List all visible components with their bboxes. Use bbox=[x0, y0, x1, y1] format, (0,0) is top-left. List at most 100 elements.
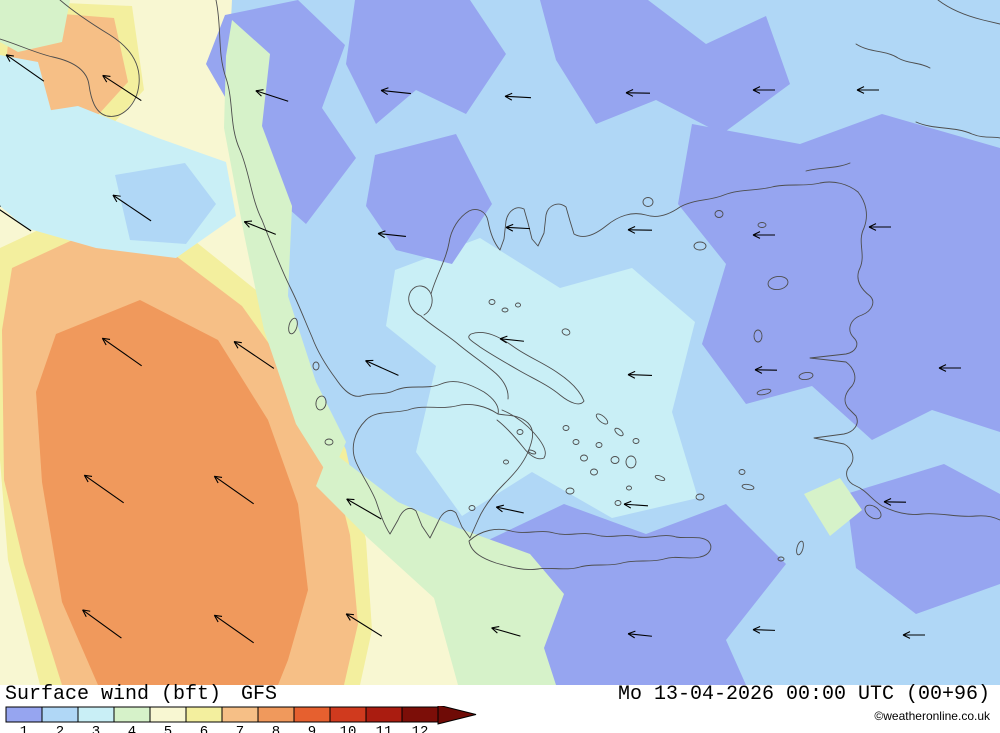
island bbox=[468, 505, 476, 511]
wind-arrow bbox=[627, 370, 653, 379]
wind-arrow bbox=[213, 475, 254, 505]
wind-region-bft1 bbox=[366, 134, 492, 264]
wind-arrow bbox=[346, 498, 382, 520]
island bbox=[572, 439, 580, 445]
legend-segment-bft4 bbox=[113, 706, 151, 723]
island bbox=[488, 299, 496, 305]
coast-balkan-west-greece bbox=[215, 0, 499, 415]
island bbox=[501, 307, 509, 313]
island bbox=[625, 455, 637, 469]
legend-tick-3: 3 bbox=[92, 724, 100, 733]
coast-north-aegean bbox=[430, 181, 859, 295]
island bbox=[654, 475, 666, 481]
coast-black-sea bbox=[937, 0, 1000, 25]
island bbox=[714, 210, 724, 218]
coast-boeotia bbox=[420, 315, 509, 400]
legend-tick-7: 7 bbox=[236, 724, 244, 733]
island bbox=[324, 438, 334, 446]
map-title: Surface wind (bft) bbox=[5, 683, 222, 706]
wind-arrow bbox=[623, 500, 649, 509]
island bbox=[561, 328, 571, 336]
island bbox=[753, 329, 763, 343]
wind-region-bft3 bbox=[386, 238, 698, 518]
legend-segment-bft1 bbox=[5, 706, 43, 723]
wind-arrow bbox=[752, 625, 776, 634]
islands bbox=[288, 197, 882, 562]
island bbox=[614, 427, 624, 437]
wind-region-bft4 bbox=[804, 478, 862, 536]
wind-arrow bbox=[101, 337, 142, 367]
footer-title: Surface wind (bft) GFS bbox=[5, 685, 277, 705]
map-datetime: Mo 13-04-2026 00:00 UTC (00+96) bbox=[617, 683, 990, 706]
island bbox=[642, 197, 654, 207]
legend-tick-10: 10 bbox=[340, 724, 357, 733]
wind-arrow bbox=[213, 614, 254, 644]
wind-region-bft4 bbox=[316, 450, 564, 685]
wind-arrow bbox=[380, 87, 411, 96]
wind-arrow bbox=[102, 74, 142, 101]
footer-top: Surface wind (bft) GFS Mo 13-04-2026 00:… bbox=[0, 685, 1000, 705]
wind-arrow bbox=[625, 89, 651, 97]
legend-segment-bft8 bbox=[257, 706, 295, 723]
island bbox=[590, 468, 598, 476]
coast-euboea bbox=[468, 332, 585, 405]
footer-bottom: 1 2 3 4 5 6 7 8 9 10 11 12 ©weatheronline.co.uk bbox=[0, 706, 1000, 733]
island bbox=[757, 222, 767, 228]
footer: Surface wind (bft) GFS Mo 13-04-2026 00:… bbox=[0, 685, 1000, 733]
legend-tick-9: 9 bbox=[308, 724, 316, 733]
coast-turkey-west bbox=[809, 191, 1000, 521]
wind-arrow bbox=[377, 230, 406, 239]
legend-tick-1: 1 bbox=[20, 724, 28, 733]
island bbox=[312, 361, 320, 371]
wind-arrow bbox=[243, 220, 276, 235]
legend-segment-bft10 bbox=[329, 706, 367, 723]
legend-segment-bft12 bbox=[401, 706, 439, 723]
wind-arrow bbox=[82, 609, 122, 639]
island bbox=[798, 371, 814, 381]
island bbox=[610, 456, 620, 464]
island bbox=[756, 388, 772, 396]
wind-arrow bbox=[505, 223, 531, 232]
legend-segment-bft11 bbox=[365, 706, 403, 723]
island bbox=[580, 454, 588, 462]
wind-arrow bbox=[345, 613, 383, 637]
island bbox=[614, 500, 622, 506]
coast-marmara bbox=[855, 43, 931, 69]
island bbox=[695, 493, 705, 501]
wind-arrow bbox=[856, 86, 879, 94]
island bbox=[767, 275, 789, 291]
coast-pagasetic-gulf bbox=[408, 285, 433, 317]
map-area bbox=[0, 0, 1000, 685]
wind-arrow bbox=[883, 498, 907, 506]
island bbox=[515, 302, 521, 308]
legend-segment-bft6 bbox=[185, 706, 223, 723]
coast-italy bbox=[0, 0, 140, 117]
legend-tick-11: 11 bbox=[376, 724, 393, 733]
island bbox=[632, 438, 640, 444]
wind-arrow bbox=[754, 366, 778, 374]
wind-arrow bbox=[627, 226, 653, 234]
map-svg bbox=[0, 0, 1000, 685]
legend-segment-bft3 bbox=[77, 706, 115, 723]
wind-arrow bbox=[504, 92, 532, 101]
wind-arrow bbox=[902, 631, 925, 639]
coast-attica bbox=[496, 409, 546, 460]
island bbox=[288, 317, 298, 335]
model-name: GFS bbox=[241, 683, 278, 706]
legend-tick-8: 8 bbox=[272, 724, 280, 733]
legend-segment-bft2 bbox=[41, 706, 79, 723]
legend-tick-5: 5 bbox=[164, 724, 172, 733]
island bbox=[741, 483, 755, 491]
copyright-link[interactable]: ©weatheronline.co.uk bbox=[874, 709, 990, 723]
island bbox=[626, 485, 632, 491]
legend-tick-2: 2 bbox=[56, 724, 64, 733]
wind-arrow bbox=[752, 86, 775, 94]
wind-arrow bbox=[5, 54, 45, 82]
wind-arrow bbox=[83, 474, 124, 504]
wind-arrows-layer bbox=[0, 54, 961, 644]
legend-segment-bft7 bbox=[221, 706, 259, 723]
legend-segment-bft9 bbox=[293, 706, 331, 723]
coast-gallipoli bbox=[805, 162, 851, 172]
wind-region-bft4 bbox=[224, 20, 346, 478]
wind-arrow bbox=[0, 204, 32, 232]
